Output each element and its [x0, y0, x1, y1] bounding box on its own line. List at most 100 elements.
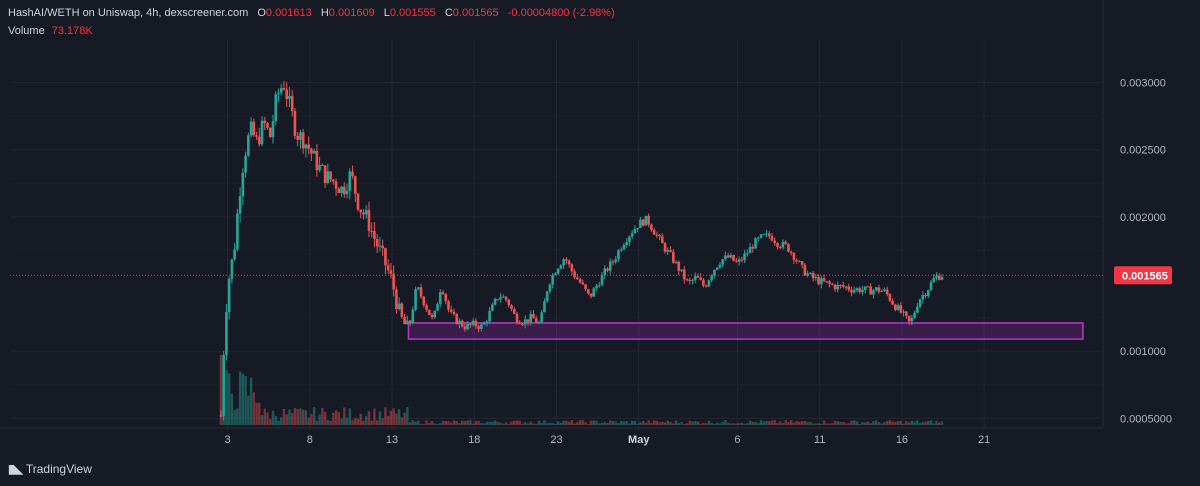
candle-body — [746, 253, 749, 255]
low-label: L — [383, 7, 390, 19]
candle-body — [833, 284, 837, 290]
candle-body — [543, 301, 546, 313]
candle-body — [518, 322, 522, 324]
candle-body — [611, 261, 615, 263]
volume-bar — [713, 423, 716, 425]
candle-body — [515, 313, 519, 323]
volume-bar — [299, 408, 302, 425]
x-tick-label: 18 — [468, 434, 480, 446]
volume-bar — [710, 422, 713, 425]
volume-bar — [471, 423, 475, 425]
volume-bar — [414, 421, 417, 425]
candle-body — [523, 319, 527, 325]
volume-bar — [899, 420, 903, 425]
candle-body — [696, 276, 700, 278]
candle-body — [831, 283, 834, 285]
volume-bar — [795, 421, 798, 425]
volume-bar — [600, 423, 604, 425]
candle-body — [430, 314, 434, 318]
volume-bar — [293, 407, 297, 425]
candle-body — [578, 279, 582, 283]
candle-body — [784, 241, 788, 244]
volume-bar — [737, 423, 741, 425]
volume-bar — [853, 420, 856, 425]
x-tick-label: 8 — [307, 434, 313, 446]
volume-bar — [891, 421, 894, 425]
candle-body — [932, 277, 936, 283]
volume-bar — [496, 422, 500, 425]
volume-bar — [603, 421, 606, 425]
volume-bar — [570, 420, 574, 425]
volume-bar — [721, 421, 724, 425]
candle-body — [762, 234, 766, 236]
candle-body — [367, 210, 371, 231]
volume-bar — [548, 422, 552, 425]
candle-body — [315, 150, 319, 171]
candle-body — [885, 289, 889, 295]
volume-bar — [233, 409, 236, 425]
volume-bar — [811, 423, 815, 425]
volume-bar — [674, 420, 678, 425]
volume-bar — [798, 421, 801, 425]
candle-body — [899, 305, 903, 313]
candle-body — [926, 290, 930, 297]
candle-body — [869, 286, 872, 295]
volume-bar — [913, 421, 916, 425]
candle-body — [756, 237, 760, 239]
candle-body — [559, 265, 563, 269]
volume-bar — [455, 421, 458, 425]
volume-bar — [537, 420, 541, 425]
candle-body — [702, 279, 705, 286]
volume-bar — [576, 422, 579, 425]
volume-bar — [658, 422, 661, 425]
volume-bar — [663, 422, 667, 425]
volume-bar — [781, 423, 785, 425]
candle-body — [759, 234, 763, 238]
volume-bar — [598, 423, 601, 425]
candle-body — [924, 294, 927, 297]
volume-bar — [304, 410, 308, 425]
volume-bar — [666, 420, 670, 425]
volume-bar — [905, 420, 908, 425]
volume-bar — [247, 395, 250, 425]
volume-bar — [450, 422, 453, 425]
volume-bar — [507, 423, 510, 425]
volume-bar — [864, 422, 867, 425]
tradingview-logo[interactable]: ▮◣ TradingView — [8, 462, 92, 476]
volume-bar — [428, 423, 431, 425]
volume-bar — [474, 421, 478, 425]
candle-body — [466, 323, 469, 330]
volume-bar — [677, 423, 680, 425]
candle-body — [334, 181, 338, 189]
volume-bar — [907, 422, 911, 425]
candle-body — [685, 279, 689, 281]
candle-body — [710, 275, 713, 281]
volume-bar — [743, 423, 746, 425]
candle-body — [619, 249, 623, 251]
volume-bar — [704, 423, 708, 425]
volume-bar — [688, 420, 691, 425]
candle-body — [274, 94, 278, 122]
candle-body — [765, 233, 768, 235]
candle-body — [916, 306, 919, 313]
volume-bar — [718, 423, 722, 425]
candle-body — [603, 268, 607, 276]
candle-body — [688, 280, 692, 282]
candle-body — [721, 259, 724, 265]
volume-bar — [647, 420, 650, 425]
candle-body — [628, 236, 631, 243]
candle-body — [671, 251, 675, 263]
volume-bar — [809, 421, 812, 425]
candle-body — [326, 171, 330, 184]
candle-body — [277, 92, 280, 95]
volume-bar — [504, 422, 508, 425]
volume-bar — [502, 423, 505, 425]
volume-bar — [296, 409, 299, 425]
y-tick-label: 0.002000 — [1120, 212, 1166, 224]
volume-bar — [836, 421, 839, 425]
volume-bar — [817, 423, 820, 425]
volume-bar — [441, 420, 445, 425]
volume-bar — [803, 420, 807, 425]
